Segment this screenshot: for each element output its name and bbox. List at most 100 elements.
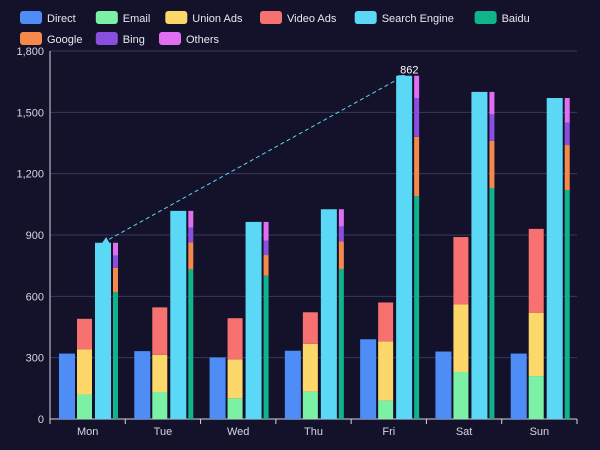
y-tick-label: 900 — [26, 230, 44, 242]
bar-video-ads-tue — [152, 307, 168, 355]
bar-bing-sun — [564, 122, 570, 146]
legend-item-baidu: Baidu — [474, 11, 530, 25]
legend-swatch-baidu — [474, 11, 497, 24]
bar-baidu-wed — [263, 275, 269, 419]
bar-search-engine-thu — [320, 209, 337, 419]
bar-direct-wed — [209, 357, 226, 419]
bar-video-ads-thu — [302, 312, 318, 344]
bar-bing-mon — [113, 255, 118, 268]
legend-label-google: Google — [47, 34, 82, 46]
legend-item-bing: Bing — [95, 32, 145, 46]
legend-swatch-bing — [95, 32, 118, 45]
bar-union-ads-sat — [453, 304, 469, 372]
x-tick-label-tue: Tue — [154, 426, 173, 438]
legend-swatch-search-engine — [354, 11, 377, 24]
bar-baidu-thu — [338, 268, 344, 419]
x-tick-label-mon: Mon — [77, 426, 98, 438]
bar-bing-fri — [414, 98, 420, 137]
legend-item-email: Email — [95, 11, 151, 25]
x-tick-label-thu: Thu — [304, 426, 323, 438]
bar-video-ads-sun — [528, 228, 544, 313]
bar-search-engine-sat — [471, 91, 488, 419]
bar-baidu-sun — [564, 190, 570, 419]
bar-baidu-sat — [489, 187, 495, 419]
legend-label-video-ads: Video Ads — [287, 13, 337, 25]
legend-item-others: Others — [159, 32, 220, 46]
x-tick-label-wed: Wed — [227, 426, 249, 438]
bar-direct-mon — [59, 353, 75, 419]
y-tick-label: 1,500 — [16, 107, 44, 119]
legend-swatch-email — [95, 11, 118, 24]
bar-bing-wed — [263, 240, 269, 256]
bar-google-sun — [564, 145, 570, 191]
bar-google-thu — [338, 241, 344, 269]
bar-email-sat — [453, 371, 469, 419]
legend-swatch-video-ads — [260, 11, 282, 24]
bar-email-wed — [227, 398, 243, 419]
legend-swatch-direct — [20, 11, 42, 24]
y-tick-label: 1,800 — [16, 46, 44, 58]
bar-baidu-tue — [188, 269, 194, 419]
bar-direct-fri — [360, 339, 377, 419]
legend-swatch-union-ads — [165, 11, 188, 24]
legend-label-bing: Bing — [123, 34, 145, 46]
bar-bing-thu — [338, 226, 344, 242]
legend-label-baidu: Baidu — [502, 13, 530, 25]
bar-search-engine-sun — [546, 98, 563, 420]
bar-search-engine-wed — [245, 221, 262, 419]
bar-union-ads-thu — [302, 343, 318, 392]
legend-item-direct: Direct — [20, 11, 76, 25]
y-tick-label: 300 — [26, 353, 44, 365]
bar-email-fri — [378, 400, 394, 419]
bar-video-ads-wed — [227, 318, 243, 360]
legend-label-direct: Direct — [47, 13, 76, 25]
legend-label-email: Email — [123, 13, 151, 25]
legend-label-others: Others — [186, 34, 220, 46]
bar-search-engine-fri — [396, 75, 413, 419]
bar-baidu-mon — [113, 292, 118, 419]
bar-email-mon — [77, 394, 92, 419]
bar-union-ads-mon — [77, 349, 92, 395]
bar-others-sat — [489, 91, 495, 115]
annotation-arrow — [101, 75, 406, 244]
legend-swatch-google — [20, 32, 42, 45]
bar-others-tue — [188, 210, 194, 228]
bar-baidu-fri — [414, 196, 420, 419]
bar-direct-thu — [284, 350, 301, 419]
bar-video-ads-sat — [453, 237, 469, 305]
bar-email-tue — [152, 392, 168, 419]
legend-item-search-engine: Search Engine — [354, 11, 454, 25]
bar-union-ads-tue — [152, 354, 168, 393]
bar-others-wed — [263, 221, 269, 241]
bar-direct-tue — [134, 351, 151, 419]
bar-others-fri — [414, 75, 420, 99]
bar-google-mon — [113, 267, 118, 293]
bar-search-engine-tue — [170, 210, 187, 419]
bar-google-wed — [263, 255, 269, 276]
bar-video-ads-mon — [77, 318, 92, 350]
bar-union-ads-fri — [378, 341, 394, 401]
legend-item-google: Google — [20, 32, 82, 46]
x-tick-label-fri: Fri — [382, 426, 395, 438]
y-tick-label: 1,200 — [16, 169, 44, 181]
x-tick-label-sat: Sat — [456, 426, 473, 438]
bar-email-thu — [302, 391, 318, 419]
bar-video-ads-fri — [378, 302, 394, 342]
bar-direct-sat — [435, 351, 452, 419]
y-tick-label: 600 — [26, 291, 44, 303]
bar-union-ads-sun — [528, 312, 544, 377]
bar-bing-sat — [489, 114, 495, 141]
bar-bing-tue — [188, 227, 194, 243]
bar-direct-sun — [510, 353, 527, 419]
legend-swatch-others — [159, 32, 181, 45]
legend-label-search-engine: Search Engine — [382, 13, 454, 25]
legend-item-video-ads: Video Ads — [260, 11, 337, 25]
y-tick-label: 0 — [38, 414, 44, 426]
bar-others-mon — [113, 242, 118, 256]
bar-google-sat — [489, 140, 495, 188]
legend-item-union-ads: Union Ads — [165, 11, 243, 25]
bar-google-tue — [188, 242, 194, 270]
bar-union-ads-wed — [227, 359, 243, 399]
bar-google-fri — [414, 136, 420, 197]
